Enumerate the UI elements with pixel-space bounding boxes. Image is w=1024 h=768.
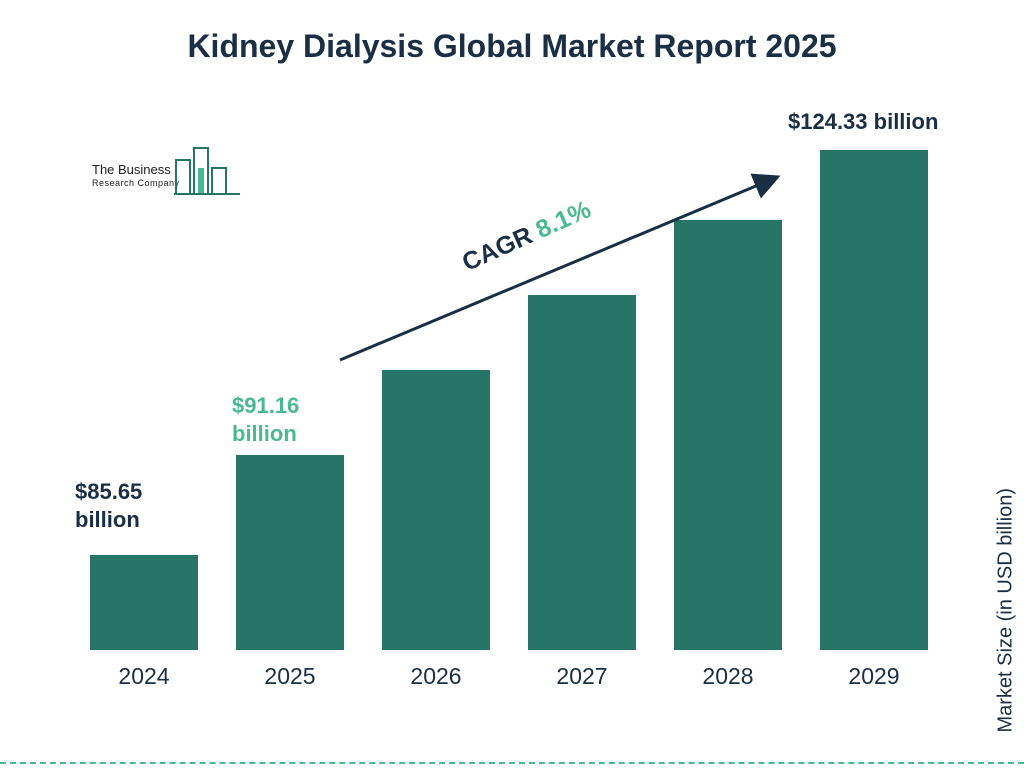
bar-col-2025 [236,455,344,650]
value-label-2029: $124.33 billion [788,108,938,136]
x-label-2027: 2027 [528,655,636,690]
bar-2025 [236,455,344,650]
x-label-2025: 2025 [236,655,344,690]
bar-2029 [820,150,928,650]
value-label-2025: $91.16 billion [232,392,299,447]
y-axis-label: Market Size (in USD billion) [995,488,1018,733]
footer-divider [0,762,1024,764]
x-label-2024: 2024 [90,655,198,690]
x-label-2028: 2028 [674,655,782,690]
chart-title: Kidney Dialysis Global Market Report 202… [0,28,1024,65]
value-label-2024: $85.65 billion [75,478,142,533]
cagr-annotation: CAGR 8.1% [330,170,810,370]
x-label-2029: 2029 [820,655,928,690]
x-label-2026: 2026 [382,655,490,690]
x-axis-labels: 2024 2025 2026 2027 2028 2029 [80,655,940,690]
bar-2026 [382,370,490,650]
bar-2024 [90,555,198,650]
bar-col-2024 [90,555,198,650]
bar-col-2029 [820,150,928,650]
bar-col-2026 [382,370,490,650]
